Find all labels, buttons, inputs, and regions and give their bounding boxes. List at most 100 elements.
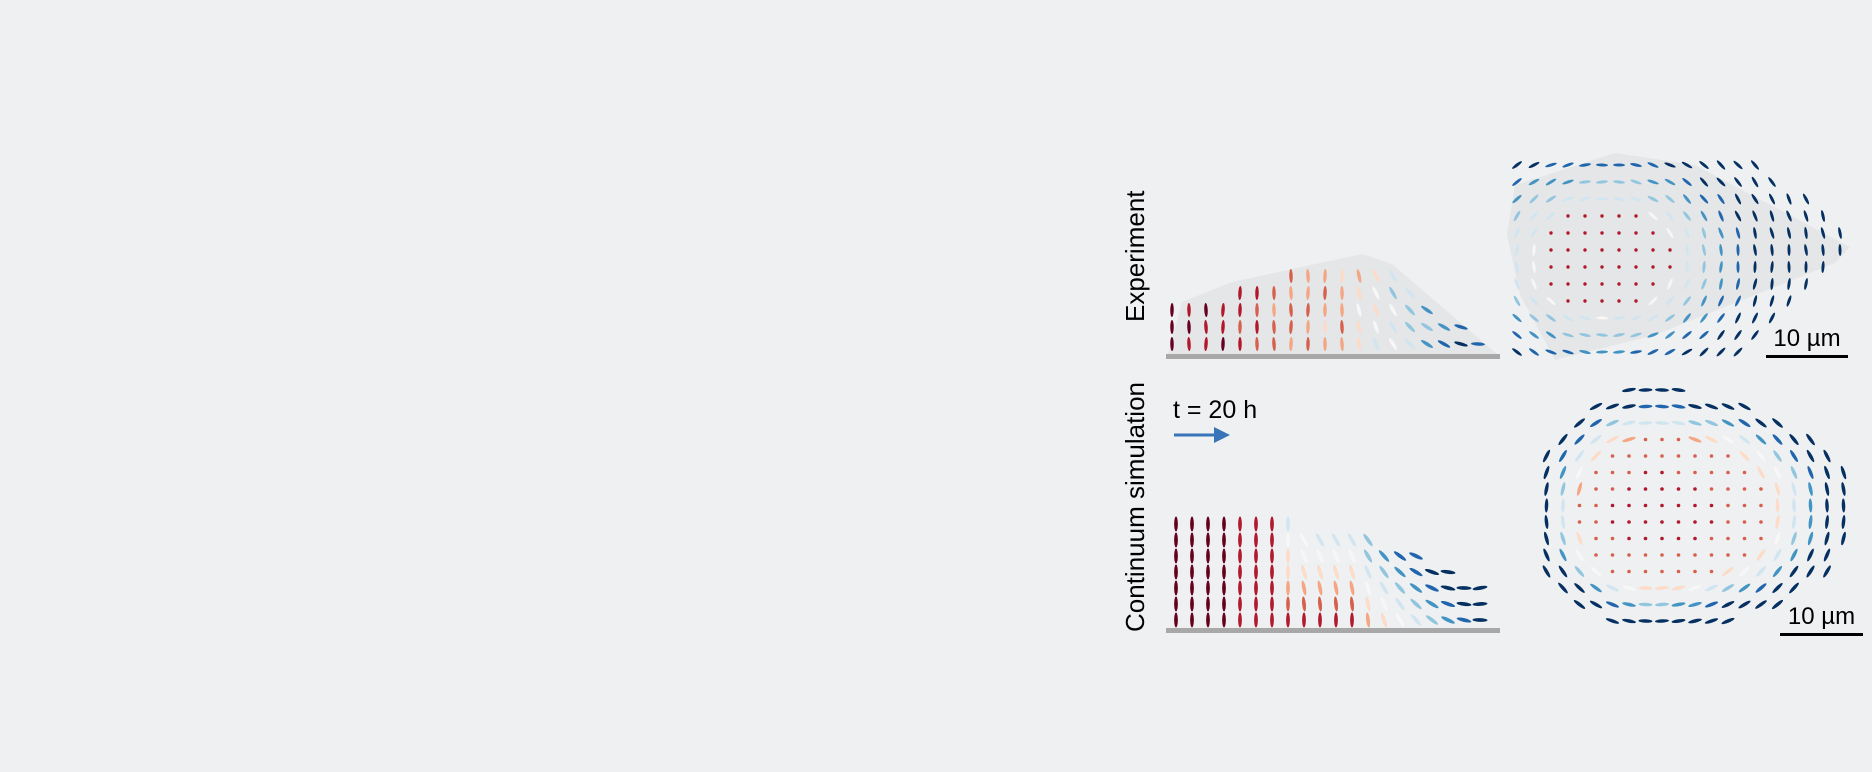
director-rod xyxy=(1254,516,1258,532)
director-rod xyxy=(1543,548,1550,562)
director-rod xyxy=(1440,600,1456,608)
director-rod xyxy=(1717,313,1725,323)
director-rod xyxy=(1716,160,1726,170)
director-rod xyxy=(1721,601,1735,608)
director-rod xyxy=(1306,337,1310,351)
director-rod xyxy=(1647,314,1659,322)
director-rod xyxy=(1238,612,1242,628)
director-rod xyxy=(1665,314,1675,322)
director-rod xyxy=(1787,227,1791,239)
director-rod xyxy=(1317,580,1323,596)
director-rod xyxy=(1664,178,1676,186)
director-rod xyxy=(1775,515,1780,529)
director-rod xyxy=(1574,566,1585,577)
director-rod xyxy=(1340,269,1344,283)
director-rod xyxy=(1789,433,1799,446)
director-rod xyxy=(1221,337,1225,351)
director-rod xyxy=(1425,615,1439,625)
director-dot xyxy=(1651,282,1655,286)
director-rod xyxy=(1289,320,1293,334)
director-rod xyxy=(1719,261,1723,273)
director-dot xyxy=(1660,470,1664,475)
director-dot xyxy=(1634,282,1638,286)
director-rod xyxy=(1606,419,1619,427)
director-rod xyxy=(1394,582,1406,594)
director-dot xyxy=(1742,553,1747,557)
director-rod xyxy=(1340,337,1344,351)
director-dot xyxy=(1660,454,1664,458)
director-rod xyxy=(1409,583,1423,593)
director-rod xyxy=(1682,331,1692,339)
director-dot xyxy=(1566,231,1570,235)
director-rod xyxy=(1702,261,1706,273)
director-rod xyxy=(1688,420,1702,426)
director-dot xyxy=(1643,503,1648,508)
director-dot xyxy=(1726,503,1730,508)
director-dot xyxy=(1676,454,1681,458)
director-dot xyxy=(1676,569,1681,574)
director-rod xyxy=(1270,516,1274,532)
director-rod xyxy=(1323,320,1327,334)
director-rod xyxy=(1559,449,1567,463)
director-rod xyxy=(1702,244,1706,256)
director-rod xyxy=(1605,601,1620,608)
director-rod xyxy=(1222,548,1226,564)
director-rod xyxy=(1560,482,1566,496)
director-rod xyxy=(1528,161,1540,169)
director-rod xyxy=(1270,596,1274,612)
director-rod xyxy=(1562,332,1574,338)
director-rod xyxy=(1596,180,1608,184)
director-rod xyxy=(1254,548,1258,564)
director-rod xyxy=(1562,349,1574,355)
director-rod xyxy=(1332,533,1340,547)
director-rod xyxy=(1733,347,1743,357)
director-rod xyxy=(1613,197,1625,201)
director-rod xyxy=(1638,586,1653,590)
director-rod xyxy=(1596,316,1608,320)
director-rod xyxy=(1821,244,1825,256)
scale-bar-experiment: 10 µm xyxy=(1766,325,1848,358)
director-dot xyxy=(1726,520,1730,524)
director-rod xyxy=(1772,434,1783,445)
director-rod xyxy=(1655,619,1669,623)
director-rod xyxy=(1756,450,1766,462)
director-rod xyxy=(1424,568,1440,576)
director-rod xyxy=(1254,596,1258,612)
director-rod xyxy=(1682,178,1692,186)
director-rod xyxy=(1238,320,1242,334)
director-rod xyxy=(1255,286,1259,300)
director-rod xyxy=(1286,596,1290,612)
director-rod xyxy=(1579,196,1591,202)
director-rod xyxy=(1774,482,1781,496)
director-rod xyxy=(1671,585,1686,591)
director-dot xyxy=(1634,248,1638,252)
director-rod xyxy=(1756,549,1766,561)
director-rod xyxy=(1270,580,1274,596)
director-rod xyxy=(1472,585,1488,591)
director-rod xyxy=(1630,315,1642,321)
director-dot xyxy=(1610,553,1615,557)
director-rod xyxy=(1190,596,1194,612)
director-rod xyxy=(1666,211,1674,221)
director-rod xyxy=(1286,564,1290,580)
director-rod xyxy=(1579,333,1591,337)
director-rod xyxy=(1605,618,1620,624)
director-rod xyxy=(1170,303,1174,317)
director-rod xyxy=(1734,177,1742,187)
director-rod xyxy=(1204,320,1208,334)
director-rod xyxy=(1373,337,1379,351)
director-rod xyxy=(1774,531,1781,546)
director-dot xyxy=(1600,282,1604,286)
director-rod xyxy=(1655,404,1669,409)
director-dot xyxy=(1627,520,1631,524)
director-dot xyxy=(1643,520,1648,524)
director-rod xyxy=(1532,244,1536,256)
director-rod xyxy=(1751,193,1759,205)
director-rod xyxy=(1630,350,1642,354)
director-rod xyxy=(1596,163,1608,167)
director-rod xyxy=(1681,161,1693,169)
director-dot xyxy=(1676,520,1681,524)
director-rod xyxy=(1574,583,1585,593)
experiment-top-view xyxy=(1495,145,1855,367)
director-dot xyxy=(1583,282,1587,286)
